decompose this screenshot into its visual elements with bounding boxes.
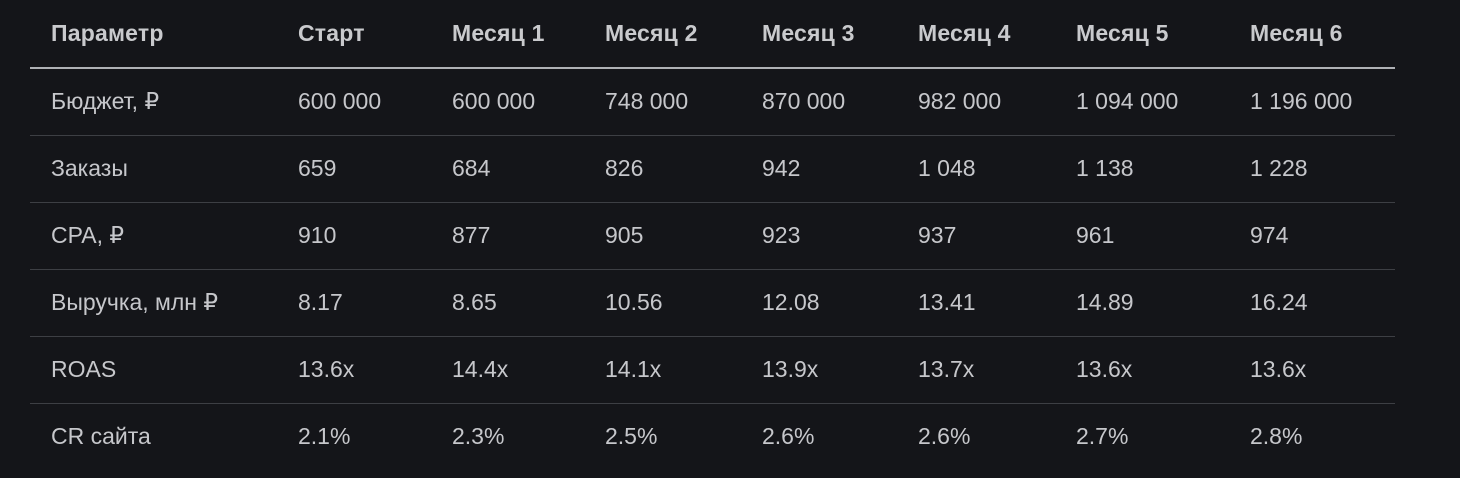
cell-value: 2.6% (762, 423, 815, 450)
cell-value: 2.1% (298, 423, 351, 450)
cell-value: 877 (431, 202, 584, 270)
column-header-month-6: Месяц 6 (1229, 0, 1395, 69)
table-row-orders: Заказы 659 684 826 942 1 048 1 138 1 228 (30, 135, 1395, 203)
cell-value: 905 (584, 202, 741, 270)
column-header-month-1: Месяц 1 (431, 0, 584, 69)
table-row-budget: Бюджет, ₽ 600 000 600 000 748 000 870 00… (30, 68, 1395, 136)
metrics-table: Параметр Старт Месяц 1 Месяц 2 Месяц 3 М… (30, 0, 1395, 470)
cell-value: 14.1x (584, 336, 741, 404)
cell-value: 923 (741, 202, 897, 270)
cell-value: 13.6x (1229, 336, 1395, 404)
row-label: Выручка, млн ₽ (30, 269, 277, 337)
column-header-month-4: Месяц 4 (897, 0, 1055, 69)
cell-value: 13.41 (897, 269, 1055, 337)
cell-value: 826 (584, 135, 741, 203)
column-header-month-5: Месяц 5 (1055, 0, 1229, 69)
cell-value: 13.6x (1055, 336, 1229, 404)
row-label: CPA, ₽ (30, 202, 277, 270)
cell-value: 2.3% (452, 423, 505, 450)
cell-value: 2.5% (605, 423, 658, 450)
cell-value: 13.9x (741, 336, 897, 404)
cell-value: 942 (741, 135, 897, 203)
cell-value: 910 (277, 202, 431, 270)
row-label: Бюджет, ₽ (30, 68, 277, 136)
cell-value: 937 (897, 202, 1055, 270)
row-label: ROAS (30, 336, 277, 404)
column-header-start: Старт (277, 0, 431, 69)
cell-value: 16.24 (1229, 269, 1395, 337)
cell-value: 600 000 (431, 68, 584, 136)
row-label: Заказы (30, 135, 277, 203)
cell-value: 13.6x (277, 336, 431, 404)
column-header-month-2: Месяц 2 (584, 0, 741, 69)
table-row-cpa: CPA, ₽ 910 877 905 923 937 961 974 (30, 202, 1395, 270)
cell-value: 870 000 (741, 68, 897, 136)
column-header-parameter: Параметр (30, 0, 277, 69)
cell-value: 748 000 (584, 68, 741, 136)
cell-value: 1 228 (1229, 135, 1395, 203)
row-label: CR сайта (51, 423, 151, 450)
cell-value: 1 048 (897, 135, 1055, 203)
column-header-month-3: Месяц 3 (741, 0, 897, 69)
cell-value: 14.4x (431, 336, 584, 404)
cell-value: 1 196 000 (1229, 68, 1395, 136)
cell-value: 982 000 (897, 68, 1055, 136)
cell-value: 684 (431, 135, 584, 203)
cell-value: 600 000 (277, 68, 431, 136)
cell-value: 974 (1229, 202, 1395, 270)
cell-value: 8.65 (431, 269, 584, 337)
cell-value: 13.7x (897, 336, 1055, 404)
cell-value: 10.56 (584, 269, 741, 337)
cell-value: 659 (277, 135, 431, 203)
cell-value: 2.8% (1250, 423, 1303, 450)
table-row-revenue: Выручка, млн ₽ 8.17 8.65 10.56 12.08 13.… (30, 269, 1395, 337)
cell-value: 8.17 (277, 269, 431, 337)
table-row-roas: ROAS 13.6x 14.4x 14.1x 13.9x 13.7x 13.6x… (30, 336, 1395, 404)
cell-value: 12.08 (741, 269, 897, 337)
table-row-cr: CR сайта 2.1% 2.3% 2.5% 2.6% 2.6% 2.7% 2… (30, 403, 1395, 470)
cell-value: 2.7% (1076, 423, 1129, 450)
cell-value: 14.89 (1055, 269, 1229, 337)
cell-value: 2.6% (918, 423, 971, 450)
cell-value: 1 138 (1055, 135, 1229, 203)
header-row: Параметр Старт Месяц 1 Месяц 2 Месяц 3 М… (30, 0, 1395, 69)
cell-value: 961 (1055, 202, 1229, 270)
cell-value: 1 094 000 (1055, 68, 1229, 136)
